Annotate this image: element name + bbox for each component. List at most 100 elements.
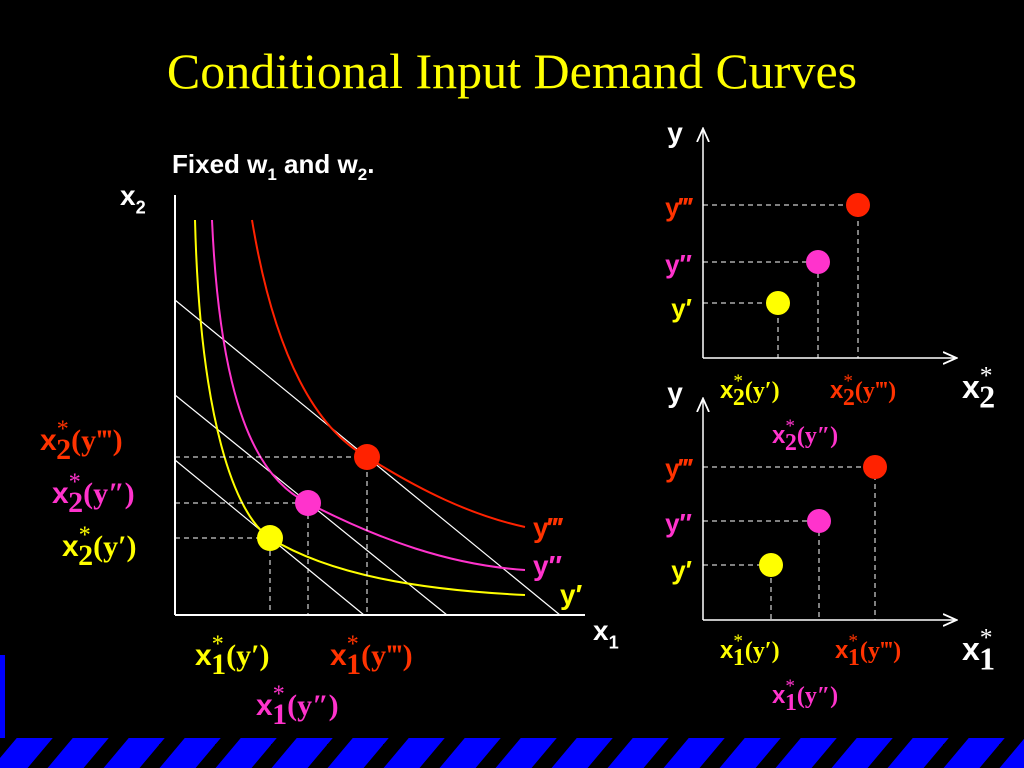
variable: x [256, 689, 273, 722]
subscript: 2 [979, 379, 995, 415]
point [759, 553, 783, 577]
note-sub: 1 [267, 165, 276, 184]
math-label: x* 2(y‴) [830, 371, 896, 411]
star: * [980, 623, 993, 652]
note-text: Fixed w [172, 149, 268, 179]
variable: x [720, 637, 734, 664]
point [295, 490, 321, 516]
x2-demand-chart [703, 130, 955, 358]
star: * [733, 371, 743, 392]
slide-title: Conditional Input Demand Curves [167, 43, 857, 99]
point [863, 455, 887, 479]
note-text: and w [277, 149, 359, 179]
subscript: 1 [979, 641, 995, 677]
isoquant-map [174, 195, 585, 616]
subscript: 1 [346, 648, 361, 681]
argument: (y‴) [361, 639, 413, 672]
label: y‴ [665, 192, 693, 222]
star: * [212, 632, 224, 658]
star: * [273, 682, 285, 708]
decor-bar [0, 655, 5, 738]
subscript: 2 [785, 430, 797, 456]
star: * [785, 676, 795, 697]
math-label: x* 1(y″) [256, 682, 339, 732]
variable: x [720, 377, 734, 404]
subscript: 1 [848, 645, 860, 671]
decor-band [0, 738, 1024, 768]
point [807, 509, 831, 533]
star: * [843, 371, 853, 392]
variable: x [62, 530, 79, 563]
argument: (y″) [287, 689, 339, 722]
subscript: 2 [136, 197, 146, 217]
argument: (y′) [745, 378, 780, 404]
label: y″ [665, 249, 692, 279]
label: y‴ [665, 453, 693, 483]
math-label: x* 2(y″) [772, 416, 838, 456]
label: y″ [533, 550, 562, 581]
variable: x [593, 615, 609, 646]
subscript: 2 [78, 539, 93, 572]
label: y [667, 377, 683, 408]
variable: x [830, 377, 844, 404]
math-label: x* 1(y′) [195, 632, 270, 682]
math-label: x* 2 [962, 361, 995, 415]
point [846, 193, 870, 217]
variable: x [772, 682, 786, 709]
subscript: 2 [56, 433, 71, 466]
argument: (y″) [83, 477, 135, 510]
star: * [785, 416, 795, 437]
variable: x [120, 180, 136, 211]
star: * [848, 631, 858, 652]
argument: (y‴) [860, 638, 901, 664]
subscript: 2 [733, 385, 745, 411]
star: * [733, 631, 743, 652]
argument: (y‴) [71, 424, 123, 457]
star: * [79, 523, 91, 549]
math-label: x* 1(y‴) [330, 632, 413, 682]
math-label: x1 [593, 615, 619, 652]
subscript: 1 [733, 645, 745, 671]
subscript: 2 [68, 486, 83, 519]
label: y‴ [533, 512, 564, 543]
note: Fixed w1 and w2. [172, 149, 374, 184]
variable: x [195, 639, 212, 672]
label: y″ [665, 508, 692, 538]
star: * [980, 361, 993, 390]
variable: x [835, 637, 849, 664]
argument: (y″) [797, 423, 838, 449]
subscript: 1 [272, 698, 287, 731]
math-label: x* 1(y′) [720, 631, 780, 671]
argument: (y′) [226, 639, 269, 672]
argument: (y′) [745, 638, 780, 664]
variable: x [330, 639, 347, 672]
label: y [667, 117, 683, 148]
x1-demand-chart [703, 400, 955, 620]
subscript: 1 [609, 632, 619, 652]
argument: (y″) [797, 683, 838, 709]
point [257, 525, 283, 551]
note-sub: 2 [358, 165, 367, 184]
star: * [347, 632, 359, 658]
point [354, 444, 380, 470]
star: * [69, 470, 81, 496]
variable: x [52, 477, 69, 510]
argument: (y′) [93, 530, 136, 563]
variable: x [40, 424, 57, 457]
math-label: x2 [120, 180, 146, 217]
variable: x [962, 369, 980, 405]
subscript: 1 [785, 690, 797, 716]
label: y′ [560, 579, 583, 610]
label: y′ [671, 293, 692, 323]
point [806, 250, 830, 274]
math-label: x* 2(y‴) [40, 417, 123, 467]
math-label: x* 1(y‴) [835, 631, 901, 671]
math-label: x* 2(y′) [720, 371, 780, 411]
variable: x [962, 631, 980, 667]
subscript: 2 [843, 385, 855, 411]
math-label: x* 2(y″) [52, 470, 135, 520]
